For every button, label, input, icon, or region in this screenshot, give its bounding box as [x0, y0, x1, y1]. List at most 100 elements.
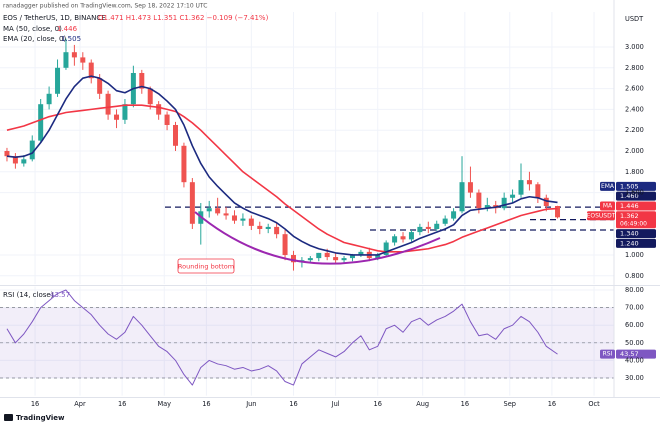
y-tick-label: 70.00 — [625, 304, 644, 312]
price-tag — [616, 181, 656, 191]
rsi-legend: RSI (14, close) — [3, 291, 54, 299]
price-tag-value: 43.57 — [620, 350, 639, 358]
candle-body — [543, 197, 549, 207]
candle-body — [501, 197, 507, 209]
x-tick-label: 16 — [461, 400, 469, 408]
candle-body — [375, 254, 381, 259]
candle-body — [240, 218, 246, 221]
legend-ema-value: 1.505 — [61, 35, 81, 43]
candle-body — [451, 211, 457, 219]
price-tag — [616, 201, 656, 211]
candle-body — [383, 242, 389, 255]
candle-body — [408, 232, 414, 240]
candle-body — [88, 62, 94, 79]
candle-body — [46, 93, 52, 105]
price-tag — [616, 238, 656, 248]
price-tag-label-box — [600, 349, 615, 359]
y-tick-label: 40.00 — [625, 356, 644, 364]
candle-body — [63, 52, 69, 68]
legend-ma-value: 1.446 — [57, 25, 78, 33]
candle-body — [206, 208, 212, 212]
price-tag — [616, 211, 656, 229]
rsi-line — [6, 289, 558, 386]
candle-body — [122, 104, 128, 120]
candle-body — [316, 252, 322, 259]
price-tag-label: EOSUSDT — [587, 212, 616, 219]
series-line — [6, 104, 558, 253]
y-tick-label: 1.000 — [625, 251, 644, 259]
candle-body — [80, 57, 86, 63]
price-tag-label: MA — [603, 202, 613, 209]
candle-body — [4, 150, 10, 157]
candle-body — [467, 182, 473, 193]
candle-body — [459, 182, 465, 212]
candle-body — [290, 254, 296, 263]
candle-body — [349, 254, 355, 259]
price-tag-value: 1.362 — [620, 212, 639, 220]
y-tick-label: 80.00 — [625, 286, 644, 294]
candle-body — [189, 182, 195, 224]
price-tag-label-box — [600, 181, 615, 191]
y-tick-label: 1.600 — [625, 189, 644, 197]
price-tag-value: 1.340 — [620, 230, 639, 238]
y-tick-label: 2.400 — [625, 105, 644, 113]
candle-body — [55, 67, 61, 94]
price-tag-time: 06:49:00 — [620, 220, 647, 227]
x-tick-label: Aug — [416, 400, 429, 408]
candle-body — [105, 93, 111, 115]
candle-body — [358, 251, 364, 255]
rounding-bottom-curve — [194, 211, 441, 265]
y-tick-label: 0.800 — [625, 272, 644, 280]
ohlc: O1.471 H1.473 L1.351 C1.362 −0.109 (−7.4… — [98, 14, 269, 22]
x-tick-label: Sep — [504, 400, 516, 408]
candle-body — [425, 226, 431, 229]
candle-body — [223, 213, 229, 216]
candle-body — [114, 114, 120, 120]
candle-body — [29, 140, 35, 160]
candle-body — [484, 205, 490, 209]
candle-body — [442, 218, 448, 224]
x-tick-label: Jul — [331, 400, 340, 408]
candle-body — [518, 180, 524, 195]
candle-body — [164, 114, 170, 125]
price-tag-value: 1.446 — [620, 202, 639, 210]
candle-body — [274, 226, 280, 235]
candle-body — [21, 159, 27, 164]
candle-body — [147, 88, 153, 105]
annotation-box — [177, 258, 235, 274]
candle-body — [535, 184, 541, 198]
candle-body — [265, 226, 271, 229]
candle-body — [307, 258, 313, 261]
legend-ma: MA (50, close, 0) — [3, 25, 62, 33]
candle-body — [38, 104, 44, 141]
candle-body — [282, 234, 288, 255]
annotation: Rounding bottom — [178, 263, 234, 271]
publisher: ranadagger published on TradingView.com,… — [3, 3, 207, 10]
candle-body — [12, 156, 18, 164]
x-tick-label: May — [157, 400, 171, 408]
symbol-title: EOS / TetherUS, 1D, BINANCE — [3, 14, 106, 22]
price-tag-value: 1.505 — [620, 182, 639, 190]
price-tag — [616, 229, 656, 239]
candle-body — [156, 104, 162, 115]
candle-body — [257, 225, 263, 229]
candle-body — [71, 52, 77, 58]
y-tick-label: 2.000 — [625, 147, 644, 155]
candle-body — [215, 208, 221, 214]
candle-body — [400, 236, 406, 240]
y-tick-label: 2.800 — [625, 64, 644, 72]
y-tick-label: 3.000 — [625, 43, 644, 51]
price-tag-label-box — [600, 201, 615, 211]
series-line — [6, 75, 558, 256]
price-tag-value: 1.460 — [620, 192, 639, 200]
x-tick-label: 16 — [118, 400, 126, 408]
y-tick-label: 60.00 — [625, 321, 644, 329]
x-tick-label: 16 — [31, 400, 39, 408]
candle-body — [139, 72, 145, 89]
axis-unit: USDT — [625, 15, 644, 23]
candle-body — [97, 78, 103, 94]
candle-body — [476, 192, 482, 209]
y-tick-label: 30.00 — [625, 374, 644, 382]
